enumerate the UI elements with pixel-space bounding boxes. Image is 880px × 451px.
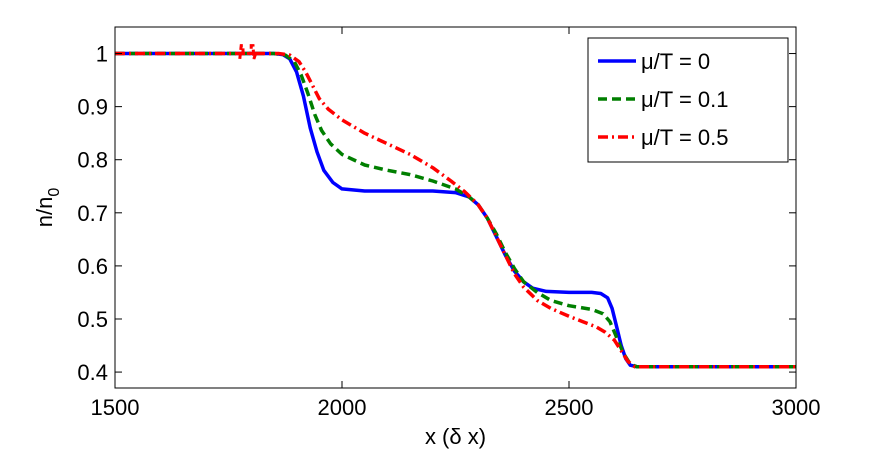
legend-box [587,37,789,163]
y-tick-label: 0.5 [77,307,108,332]
x-tick-label: 2000 [318,395,367,420]
y-axis-label: n/n0 [32,188,63,228]
y-tick-label: 1 [96,42,108,67]
y-tick-label: 0.9 [77,95,108,120]
legend-label-1: μ/T = 0 [641,49,710,74]
x-tick-label: 1500 [91,395,140,420]
tick-labels: 1500 2000 2500 3000 0.4 0.5 0.6 0.7 0.8 0.9 1 [77,42,820,420]
series-line-3 [115,51,796,369]
series-3-artifact [238,44,258,60]
axes [114,26,797,389]
y-tick-label: 0.6 [77,254,108,279]
y-axis-label-main: n/n [32,197,57,228]
plot-area [115,44,796,369]
plot-frame [114,26,797,389]
x-tick-label: 3000 [772,395,821,420]
x-tick-label: 2500 [545,395,594,420]
y-tick-label: 0.7 [77,201,108,226]
legend: μ/T = 0 μ/T = 0.1 μ/T = 0.5 [587,37,789,163]
x-axis-label: x (δ x) [425,424,486,449]
legend-label-2: μ/T = 0.1 [641,87,728,112]
y-tick-label: 0.8 [77,148,108,173]
y-tick-label: 0.4 [77,360,108,385]
legend-label-3: μ/T = 0.5 [641,125,728,150]
y-axis-label-sub: 0 [46,188,63,197]
